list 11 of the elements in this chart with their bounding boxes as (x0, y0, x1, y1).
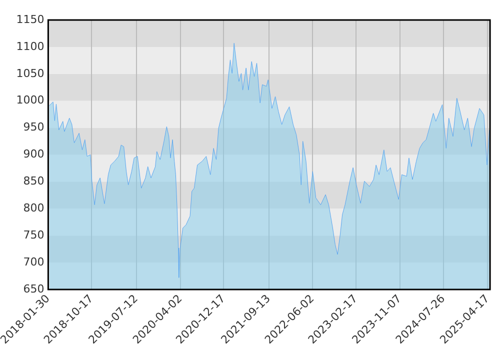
y-tick-label: 700 (23, 255, 44, 268)
y-tick-label: 950 (23, 120, 44, 134)
y-tick-label: 1000 (16, 94, 44, 107)
y-tick-label: 1150 (16, 12, 44, 26)
y-tick-label: 750 (23, 228, 44, 242)
y-tick-label: 800 (23, 201, 44, 214)
y-tick-label: 850 (23, 174, 44, 188)
y-tick-label: 650 (23, 282, 44, 296)
y-tick-label: 1100 (16, 40, 44, 53)
y-tick-label: 900 (23, 148, 44, 161)
y-tick-label: 1050 (16, 66, 44, 80)
